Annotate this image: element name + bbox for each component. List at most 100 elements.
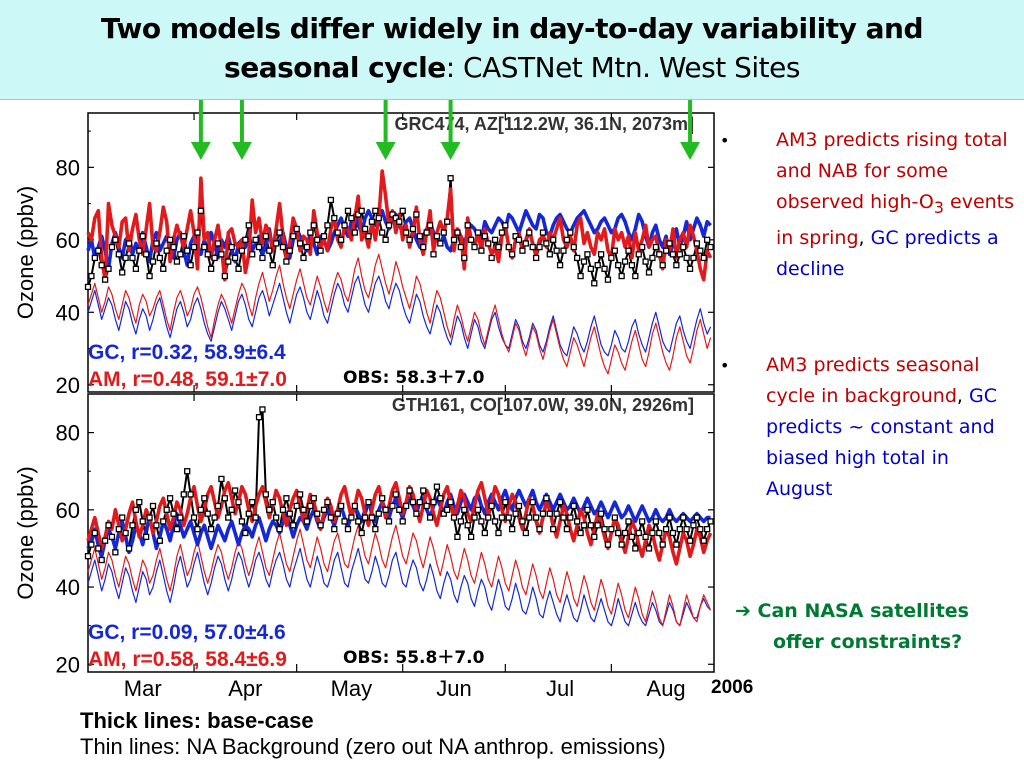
am-stats: AM, r=0.58, 58.4±6.9 — [88, 648, 287, 671]
chart-panel-top: 20 40 60 80 Ozone (ppbv) GRC474, AZ[112.2W, 3… — [13, 112, 715, 398]
obs-marker — [125, 545, 133, 552]
obs-marker — [272, 514, 280, 521]
obs-marker — [656, 529, 663, 537]
obs-marker — [680, 243, 687, 251]
obs-marker — [683, 525, 690, 533]
obs-marker — [550, 525, 557, 533]
obs-marker — [645, 269, 653, 276]
obs-marker — [286, 510, 293, 517]
obs-marker — [577, 272, 584, 280]
obs-marker — [231, 254, 239, 262]
obs-marker — [420, 487, 427, 494]
obs-marker — [430, 498, 437, 506]
obs-marker — [255, 414, 263, 421]
obs-marker — [444, 506, 451, 513]
obs-marker — [125, 240, 133, 247]
obs-marker — [416, 498, 423, 506]
obs-marker — [526, 229, 533, 236]
obs-marker — [225, 258, 232, 265]
month-label: Jun — [436, 676, 471, 701]
series-line — [86, 169, 713, 282]
obs-marker — [355, 518, 362, 525]
down-arrow-icon — [231, 142, 252, 160]
obs-marker — [454, 229, 461, 236]
obs-marker — [625, 518, 632, 525]
obs-marker — [611, 514, 618, 521]
slide-title-line2: seasonal cycle: CASTNet Mtn. West Sites — [0, 51, 1024, 84]
bullet-1-comma: , — [858, 226, 865, 249]
y-tick-label: 60 — [56, 228, 80, 253]
obs-marker — [375, 510, 382, 517]
obs-marker — [351, 229, 358, 236]
obs-marker — [149, 502, 157, 510]
obs-marker — [467, 533, 475, 541]
obs-marker — [556, 498, 564, 506]
obs-marker — [129, 254, 136, 262]
obs-marker — [119, 514, 126, 521]
month-label: May — [331, 676, 373, 701]
obs-marker — [656, 251, 663, 258]
obs-marker — [611, 247, 618, 254]
down-arrow-icon — [375, 142, 396, 160]
obs-marker — [440, 229, 447, 236]
obs-marker — [163, 247, 170, 254]
obs-marker — [334, 510, 341, 517]
obs-marker — [170, 510, 177, 517]
obs-marker — [539, 510, 547, 517]
obs-marker — [173, 525, 181, 533]
obs-marker — [635, 251, 642, 258]
bullet-dot: • — [720, 131, 730, 150]
down-arrow-icon — [190, 142, 211, 160]
obs-marker — [177, 251, 184, 258]
obs-marker — [139, 233, 146, 240]
obs-marker — [197, 506, 205, 513]
obs-marker — [266, 247, 273, 254]
obs-marker — [389, 502, 396, 510]
obs-marker — [509, 251, 516, 258]
obs-marker — [406, 236, 413, 243]
obs-marker — [642, 533, 649, 541]
obs-marker — [666, 514, 673, 521]
obs-marker — [108, 533, 116, 541]
obs-marker — [112, 236, 119, 243]
obs-marker — [262, 491, 270, 498]
y-tick-label: 40 — [56, 575, 80, 600]
obs-marker — [385, 518, 393, 525]
obs-marker — [587, 265, 595, 272]
obs-marker — [399, 518, 406, 525]
series-line — [87, 253, 712, 375]
obs-marker — [444, 218, 451, 225]
obs-marker — [604, 276, 612, 283]
obs-marker — [635, 529, 642, 537]
y-tick-label: 80 — [56, 421, 80, 446]
obs-marker — [495, 529, 502, 537]
obs-marker — [423, 229, 430, 236]
obs-marker — [447, 498, 454, 506]
obs-marker — [221, 272, 228, 280]
obs-marker — [324, 498, 331, 506]
gc-stats: GC, r=0.09, 57.0±4.6 — [88, 621, 286, 644]
obs-marker — [245, 510, 252, 517]
gc-stats: GC, r=0.32, 58.9±6.4 — [88, 341, 286, 364]
obs-marker — [604, 541, 612, 548]
obs-marker — [553, 510, 560, 517]
obs-marker — [351, 502, 358, 510]
obs-marker — [693, 240, 701, 247]
obs-marker — [543, 495, 550, 502]
obs-marker — [136, 247, 143, 254]
question-line2: offer constraints? — [773, 631, 963, 653]
obs-marker — [307, 502, 314, 510]
obs-marker — [594, 522, 601, 529]
obs-marker — [700, 537, 707, 544]
bullet-2-comma: , — [956, 385, 969, 407]
bullet-2-text: AM3 predicts seasonal cycle in backgroun… — [766, 350, 1020, 505]
obs-marker — [242, 529, 249, 537]
obs-marker — [467, 236, 475, 243]
obs-marker — [252, 514, 259, 521]
obs-marker — [129, 522, 136, 529]
obs-marker — [300, 506, 307, 513]
obs-marker — [433, 233, 441, 240]
obs-marker — [341, 518, 348, 525]
obs-marker — [426, 222, 434, 229]
obs-marker — [426, 514, 434, 521]
